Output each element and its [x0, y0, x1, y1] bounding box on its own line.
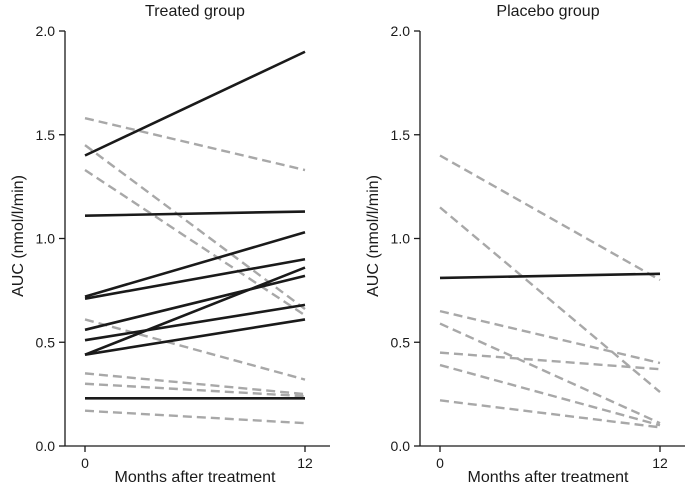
y-tick-label: 0.0: [36, 438, 56, 454]
dashed-series-line: [84, 169, 306, 317]
y-tick-label: 2.0: [391, 23, 411, 39]
y-tick-label: 1.0: [36, 231, 56, 247]
treated-group-panel: Treated group AUC (nmol/l/min) Months af…: [10, 3, 330, 486]
y-tick-label: 0.5: [36, 334, 56, 350]
x-tick-label: 12: [297, 455, 313, 471]
panel-title: Placebo group: [496, 3, 599, 20]
solid-series-line: [84, 210, 306, 217]
solid-series-line: [84, 266, 306, 356]
dashed-series-line: [439, 309, 661, 365]
plot-area: 0.0 0.5 1.0 1.5 2.0 0 12: [391, 23, 685, 471]
dashed-series-line: [439, 206, 661, 393]
dashed-series-line: [84, 318, 306, 381]
x-tick-label: 0: [436, 455, 444, 471]
plot-area: 0.0 0.5 1.0 1.5 2.0 0 12: [36, 23, 330, 471]
dashed-series-line: [439, 322, 661, 425]
dashed-series-line: [84, 116, 306, 172]
dashed-series-line: [439, 154, 661, 282]
y-tick-label: 1.5: [391, 127, 411, 143]
solid-series-line: [84, 318, 306, 356]
y-tick-label: 1.0: [391, 231, 411, 247]
solid-series-line: [84, 274, 306, 332]
dashed-series-line: [84, 409, 306, 425]
dashed-series-line: [84, 382, 306, 398]
x-axis-label: Months after treatment: [115, 469, 277, 486]
solid-series-line: [84, 231, 306, 298]
x-axis-label: Months after treatment: [468, 469, 630, 486]
dashed-series-line: [439, 363, 661, 427]
y-axis-label: AUC (nmol/l/min): [365, 175, 382, 297]
x-tick-label: 0: [81, 455, 89, 471]
solid-series-line: [84, 50, 306, 157]
y-tick-label: 0.5: [391, 334, 411, 350]
dashed-series-line: [84, 372, 306, 396]
y-tick-label: 1.5: [36, 127, 56, 143]
placebo-group-panel: Placebo group AUC (nmol/l/min) Months af…: [365, 3, 685, 486]
panel-title: Treated group: [145, 3, 245, 20]
y-axis-label: AUC (nmol/l/min): [10, 175, 27, 297]
solid-series-line: [84, 257, 306, 300]
dashed-series-line: [439, 399, 661, 429]
x-tick-label: 12: [652, 455, 668, 471]
dashed-series-line: [439, 351, 661, 371]
solid-series-line: [439, 272, 661, 280]
solid-series-line: [84, 303, 306, 342]
y-tick-label: 0.0: [391, 438, 411, 454]
y-tick-label: 2.0: [36, 23, 56, 39]
